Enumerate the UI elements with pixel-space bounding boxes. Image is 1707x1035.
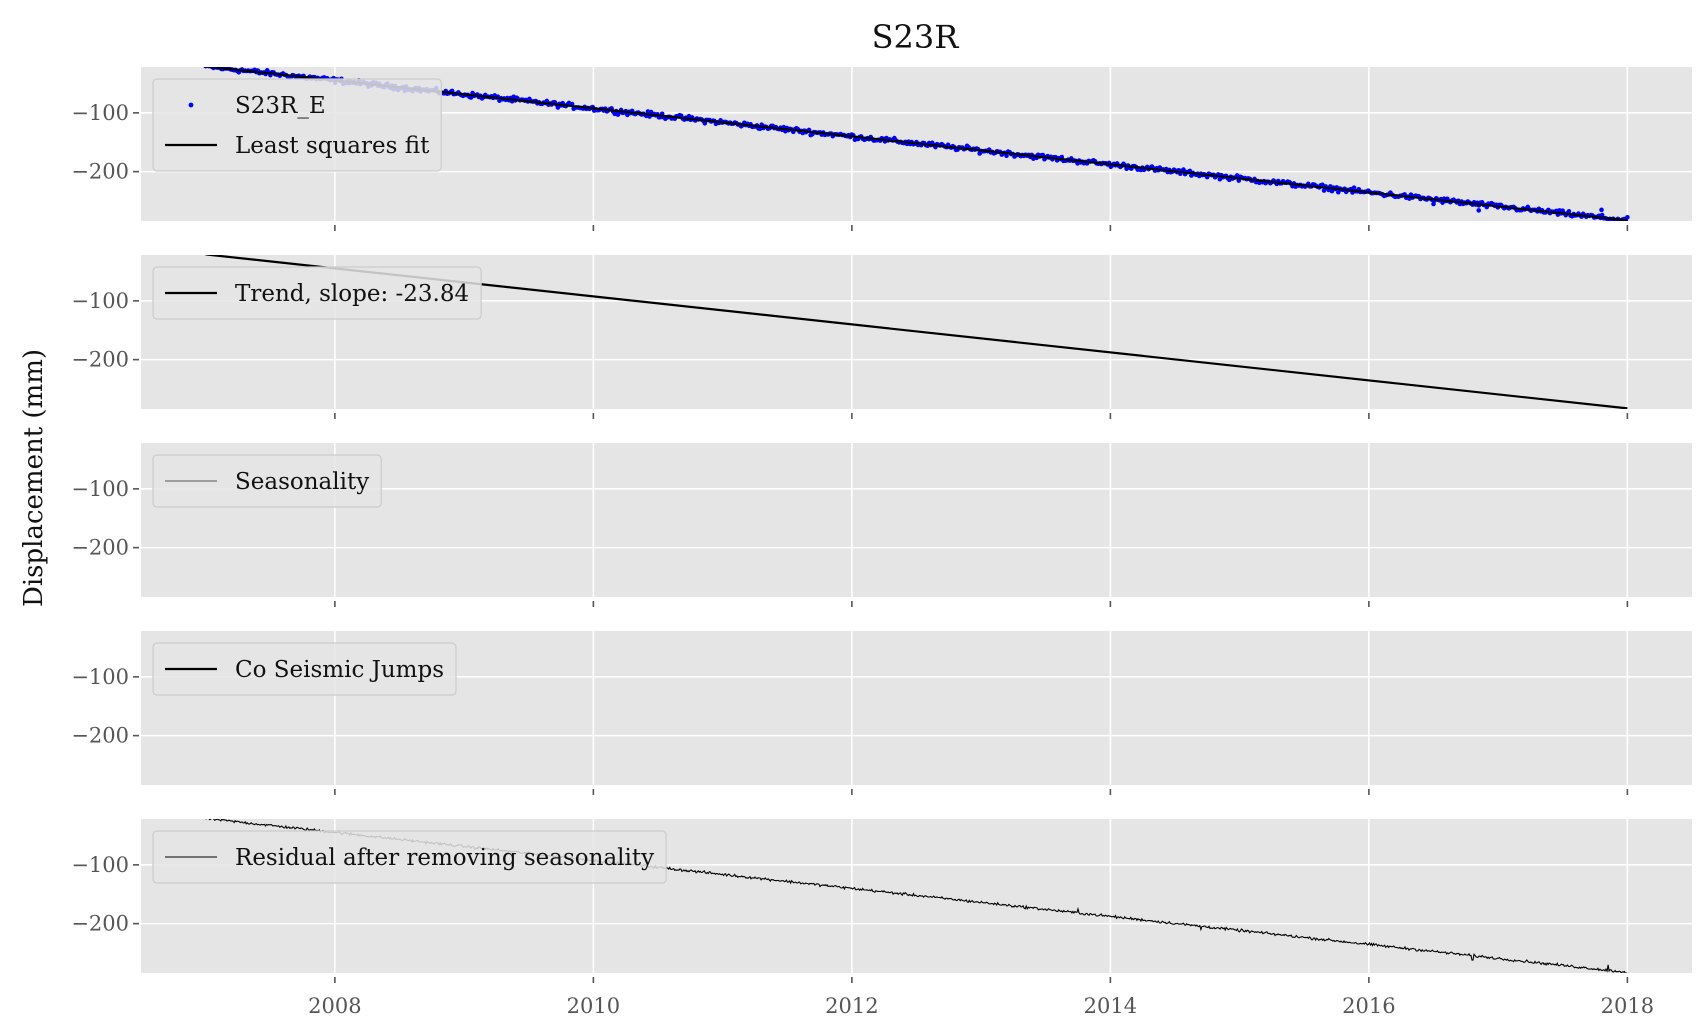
x-tick-label: 2008 [308,994,361,1018]
x-tick-labels: 2008 2010 2012 2014 2016 2018 [308,994,1654,1018]
panel-1: −100 −200 S23R_E Least squares fit [71,62,1692,231]
scatter-point [1335,189,1341,195]
y-tick-label: −100 [71,289,129,313]
y-tick-label: −200 [71,912,129,936]
legend-box [152,642,457,696]
scatter-point [1181,167,1186,172]
y-tick-label: −100 [71,853,129,877]
legend: Trend, slope: -23.84 [152,266,482,320]
x-tick-label: 2018 [1601,994,1654,1018]
legend-box [152,266,482,320]
panel-background [141,443,1692,597]
chart-title: S23R [872,18,960,56]
series-line [205,67,1628,221]
scatter-point [1599,207,1604,213]
legend-label: Residual after removing seasonality [235,845,654,871]
y-tick-label: −200 [71,536,129,560]
panel-3: −100 −200 Seasonality [71,443,1692,607]
scatter-point [205,62,210,67]
scatter-point [1431,201,1436,207]
y-tick-label: −100 [71,101,129,125]
panel-4: −100 −200 Co Seismic Jumps [71,631,1692,795]
legend-label: Co Seismic Jumps [235,657,444,683]
x-tick-label: 2016 [1342,994,1395,1018]
y-tick-label: −100 [71,665,129,689]
y-axis-label: Displacement (mm) [19,349,49,607]
legend: Co Seismic Jumps [152,642,457,696]
y-tick-label: −100 [71,477,129,501]
legend-box [152,78,442,172]
legend-box [152,830,667,884]
scatter-point [1566,209,1572,214]
panels-group: −100 −200 S23R_E Least squares fit −100 −200 T… [71,62,1692,1018]
legend: Residual after removing seasonality [152,830,667,884]
scatter-point [1321,188,1327,193]
y-tick-label: −200 [71,348,129,372]
scatter-point [544,98,550,104]
panel-5: −100 −200 Residual after removing seasonal… [71,819,1692,983]
legend-label: Seasonality [235,469,369,495]
x-tick-label: 2014 [1084,994,1137,1018]
x-tick-label: 2012 [825,994,878,1018]
x-tick-label: 2010 [567,994,620,1018]
scatter-point [1004,153,1009,159]
legend-label: Least squares fit [235,133,430,159]
y-tick-label: −200 [71,724,129,748]
legend: S23R_E Least squares fit [152,78,442,172]
scatter-point [1625,215,1630,220]
scatter-point [1476,208,1482,213]
y-tick-label: −200 [71,160,129,184]
legend-box [152,454,382,508]
legend-marker [188,102,194,108]
legend-label: Trend, slope: -23.84 [235,281,469,307]
legend: Seasonality [152,454,382,508]
legend-label: S23R_E [235,93,326,119]
panel-2: −100 −200 Trend, slope: -23.84 [71,255,1692,419]
scatter-point [1351,185,1357,190]
